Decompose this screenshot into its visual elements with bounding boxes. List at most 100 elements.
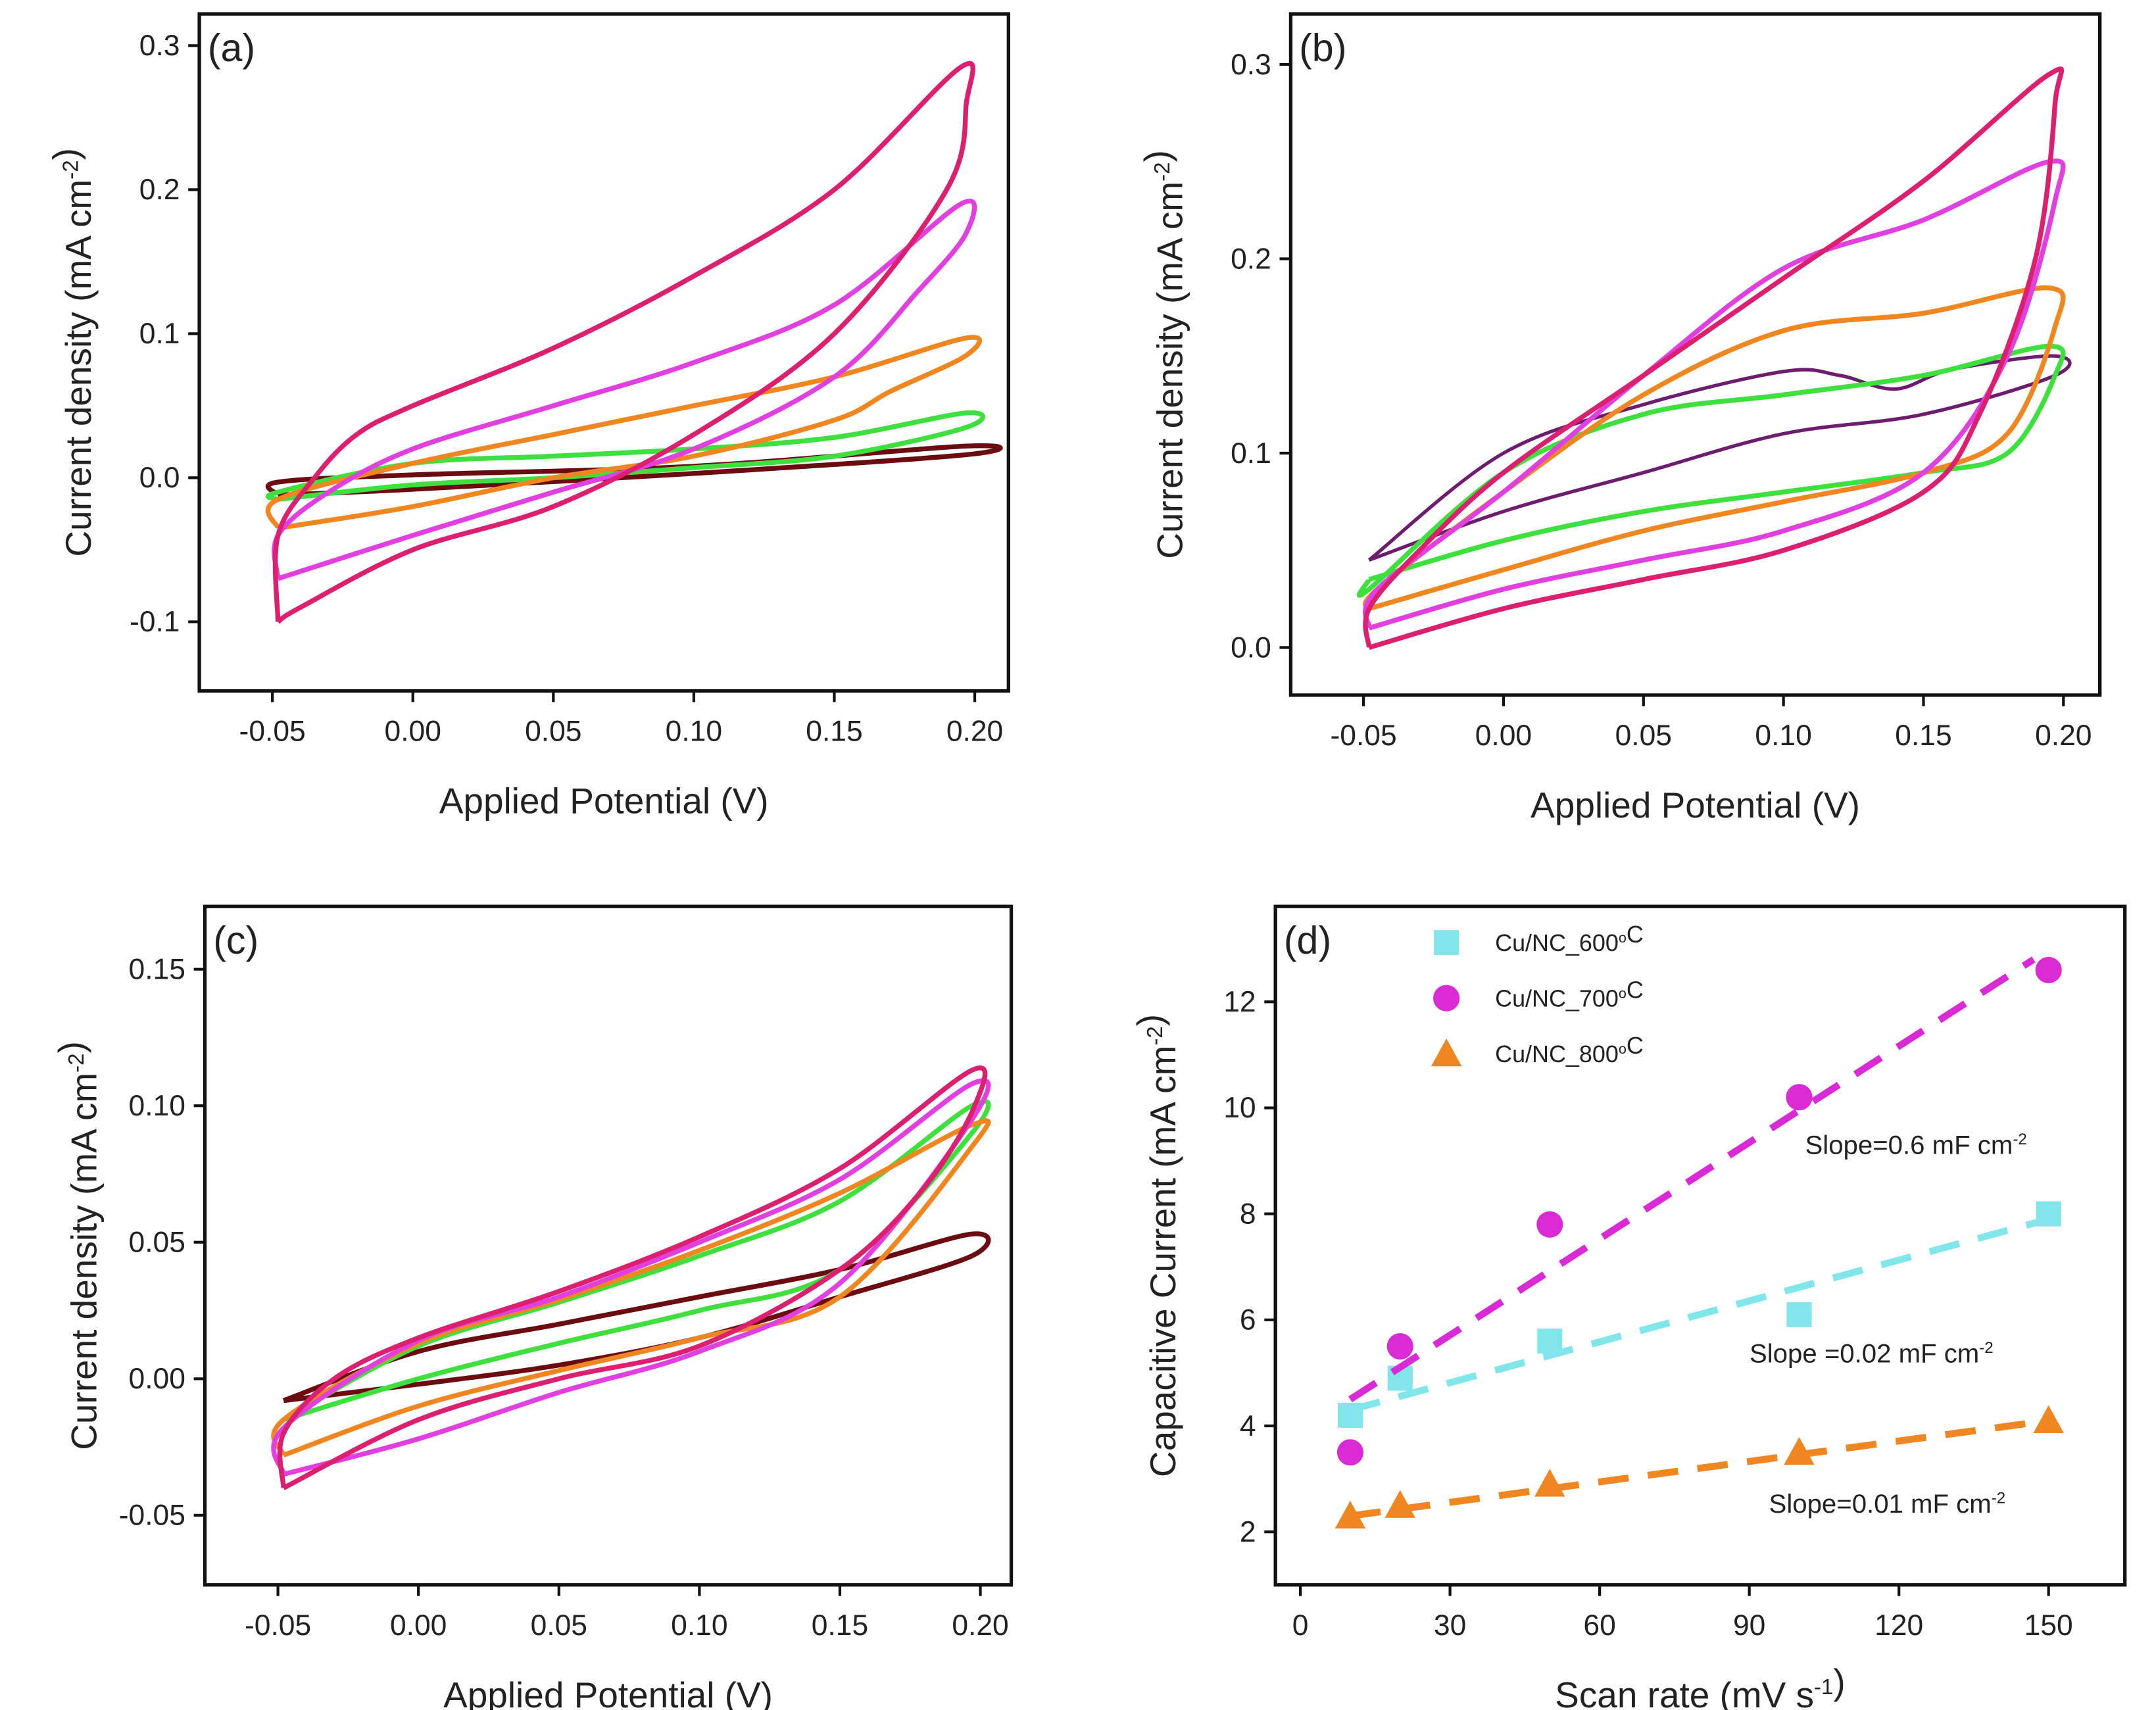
y-axis-title: Current density (mA cm-2) — [51, 1041, 105, 1450]
text-span: (c) — [213, 918, 258, 962]
superscript: -2 — [2013, 1131, 2026, 1148]
superscript: o — [1619, 929, 1627, 946]
text-span: 60 — [1583, 1609, 1615, 1642]
text-span: Applied Potential (V) — [443, 1674, 773, 1710]
y-tick-label: 0.0 — [139, 462, 180, 494]
text-span: C — [1627, 1032, 1644, 1059]
panel-a: -0.05 0.00 0.05 0.10 0.15 0.20 -0.1 0.0 0.1 0.2 0.… — [45, 12, 1010, 821]
fit-line — [1348, 956, 2036, 1403]
y-tick-label: 12 — [1223, 986, 1256, 1018]
text-span: Current density (mA cm — [1150, 182, 1190, 559]
plot-frame — [1288, 12, 2102, 697]
data-point-circle — [1336, 1439, 1364, 1466]
plot-area — [1335, 956, 2064, 1529]
text-span: ) — [45, 148, 86, 160]
panel-d: Cu/NC_600oCCu/NC_700oCCu/NC_800oCSlope=0… — [1129, 904, 2127, 1710]
data-point-square — [2036, 1201, 2061, 1227]
data-point-circle — [1536, 1211, 1563, 1238]
legend-marker-circle — [1433, 985, 1460, 1012]
y-axis-title: Capacitive Current (mA cm-2) — [1129, 1014, 1183, 1477]
x-tick-label: 60 — [1583, 1609, 1615, 1642]
superscript: o — [1619, 985, 1627, 1001]
cv-curve-darkred — [265, 443, 1003, 498]
superscript: -1 — [1814, 1674, 1833, 1699]
superscript: -2 — [1979, 1339, 1993, 1357]
text-span: ) — [1137, 150, 1177, 162]
text-span: 0.05 — [525, 716, 581, 748]
text-span: 0.15 — [806, 716, 862, 748]
y-axis-title: Current density (mA cm-2) — [1137, 150, 1190, 559]
panel-b: -0.05 0.00 0.05 0.10 0.15 0.20 0.0 0.1 0.2 0.3 App… — [1137, 12, 2102, 825]
x-tick-label: 30 — [1434, 1609, 1466, 1642]
y-tick-label: 8 — [1240, 1198, 1256, 1230]
text-span: 0.00 — [390, 1609, 447, 1642]
superscript: -2 — [58, 160, 82, 179]
text-span: 0.05 — [531, 1609, 587, 1642]
text-span: 12 — [1223, 986, 1256, 1018]
x-tick-label: -0.05 — [239, 716, 306, 748]
cv-curve-green — [265, 410, 986, 502]
data-point-triangle — [1384, 1490, 1416, 1518]
cv-curve-orange — [271, 1118, 991, 1458]
x-tick-label: 0.00 — [390, 1609, 447, 1642]
y-tick-label: 6 — [1240, 1304, 1256, 1336]
data-point-triangle — [1534, 1469, 1565, 1497]
text-span: 0.20 — [2035, 720, 2092, 752]
x-tick-label: 0.20 — [2035, 720, 2092, 752]
x-tick-label: 0.15 — [1895, 720, 1951, 752]
text-span: -0.05 — [239, 716, 306, 748]
legend-label: Cu/NC_600oC — [1495, 921, 1644, 956]
text-span: Applied Potential (V) — [439, 781, 769, 821]
x-tick-label: -0.05 — [1331, 720, 1397, 752]
text-span: -0.05 — [1331, 720, 1397, 752]
slope-annotation: Slope=0.01 mF cm-2 — [1769, 1489, 2006, 1519]
superscript: -2 — [1150, 162, 1174, 182]
data-point-square — [1337, 1402, 1363, 1428]
text-span: (a) — [208, 26, 255, 70]
y-tick-label: 0.3 — [1231, 49, 1271, 81]
y-tick-label: 2 — [1240, 1516, 1256, 1548]
x-tick-label: 0 — [1292, 1609, 1309, 1642]
x-tick-label: 0.05 — [525, 716, 581, 748]
plot-frame — [203, 904, 1014, 1587]
y-tick-label: 0.1 — [139, 318, 180, 350]
slope-annotation: Slope =0.02 mF cm-2 — [1750, 1339, 1994, 1369]
data-point-triangle — [1784, 1437, 1815, 1465]
text-span: 0.20 — [946, 716, 1003, 748]
text-span: 2 — [1240, 1516, 1256, 1548]
plot-frame — [1273, 904, 2127, 1587]
text-span: Slope=0.6 mF cm — [1805, 1130, 2013, 1160]
y-tick-label: 0.05 — [129, 1227, 185, 1259]
x-tick-label: 0.05 — [1615, 720, 1672, 752]
text-span: -0.1 — [130, 606, 180, 638]
text-span: 0.0 — [1231, 631, 1271, 664]
x-tick-label: 0.00 — [385, 716, 441, 748]
y-tick-label: -0.1 — [130, 606, 180, 638]
x-tick-label: 0.20 — [952, 1609, 1008, 1642]
text-span: Slope =0.02 mF cm — [1750, 1339, 1979, 1369]
legend-marker-triangle — [1431, 1038, 1462, 1067]
text-span: -0.05 — [245, 1609, 311, 1642]
x-axis-title: Scan rate (mV s-1) — [1555, 1661, 1845, 1710]
text-span: Cu/NC_800 — [1495, 1040, 1619, 1067]
x-tick-label: 0.15 — [806, 716, 862, 748]
text-span: 30 — [1434, 1609, 1466, 1642]
text-span: 150 — [2024, 1609, 2073, 1642]
panel-label: (d) — [1284, 918, 1331, 962]
y-tick-label: 10 — [1223, 1092, 1256, 1124]
superscript: -2 — [1142, 1026, 1167, 1045]
y-axis-title: Current density (mA cm-2) — [45, 148, 99, 557]
data-point-circle — [1786, 1084, 1813, 1111]
text-span: 0.10 — [671, 1609, 727, 1642]
fit-line — [1349, 1215, 2050, 1413]
text-span: Scan rate (mV s — [1555, 1674, 1814, 1710]
text-span: Cu/NC_600 — [1495, 929, 1619, 956]
text-span: ) — [51, 1041, 91, 1053]
text-span: Current density (mA cm — [64, 1073, 105, 1450]
text-span: 0.20 — [952, 1609, 1008, 1642]
text-span: ) — [1129, 1014, 1170, 1026]
y-tick-label: 0.2 — [1231, 243, 1271, 275]
cv-curve-darkred — [282, 1231, 991, 1404]
text-span: ) — [1833, 1661, 1845, 1702]
